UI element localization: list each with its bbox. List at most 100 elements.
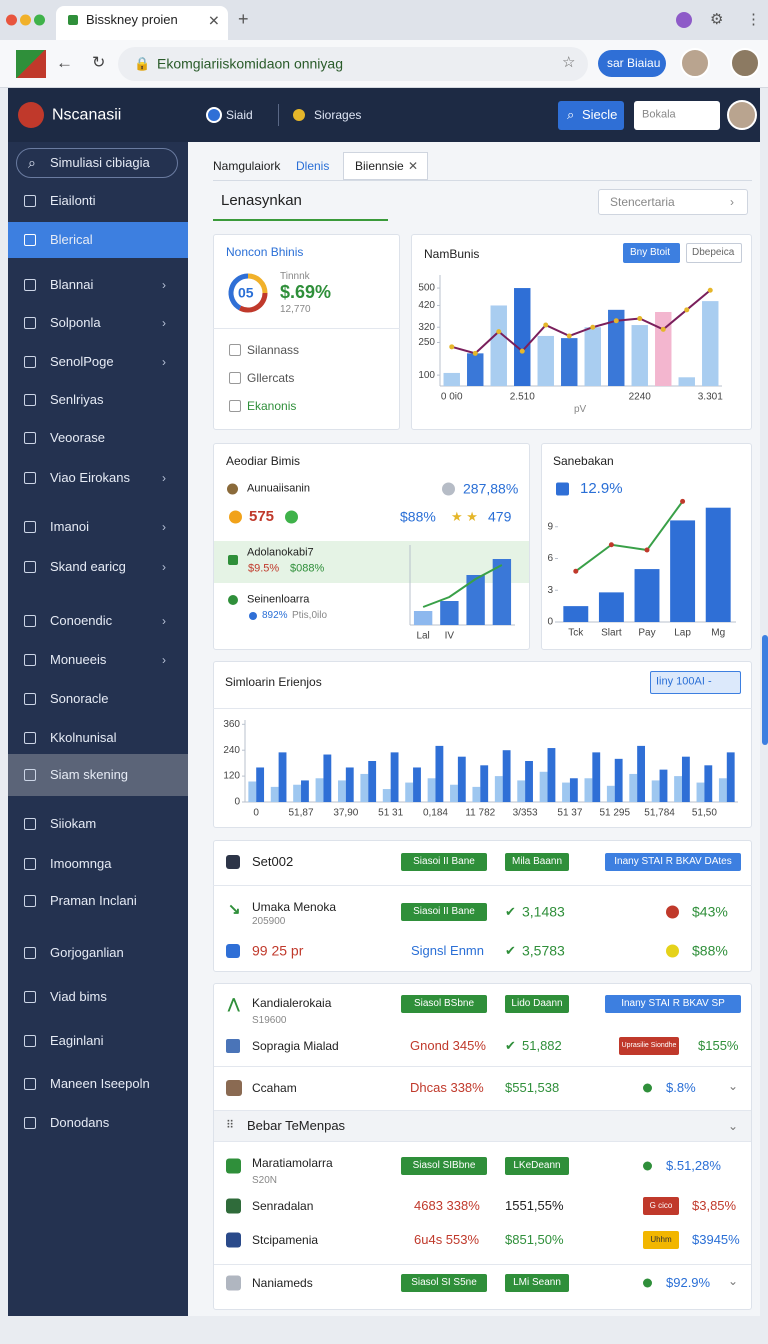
bar [323,754,332,802]
badge[interactable]: LMi Seann [505,1274,569,1292]
badge[interactable]: Lido Daann [505,995,569,1013]
menu-icon[interactable]: ⋮ [746,11,761,28]
badge[interactable]: Siasol SI S5ne [401,1274,487,1292]
browser-tab[interactable] [56,6,228,40]
avatar[interactable] [727,100,757,130]
chart-button[interactable]: Bny Btoit [630,247,671,258]
chevron[interactable]: ⌄ [728,1118,739,1133]
active-tab[interactable] [343,152,428,180]
row-pct: $155% [698,1038,739,1054]
sidebar-item[interactable]: Veoorase [50,430,105,446]
header-menu[interactable]: Siorages [314,107,362,122]
badge[interactable]: Siasol SIBbne [401,1157,487,1175]
scroll-handle[interactable] [762,635,768,745]
sidebar-search-text[interactable]: Simuliasi cibiagia [50,155,150,171]
sidebar-item[interactable]: Viao Eirokans [50,470,130,486]
tab[interactable]: Namgulaiork [213,158,281,173]
window-dot[interactable] [20,14,31,26]
chart-button-bg[interactable] [623,243,680,263]
back-button[interactable]: ← [56,52,73,72]
bar [655,312,672,386]
sidebar-item[interactable]: Eaginlani [50,1033,104,1049]
tab-close[interactable]: ✕ [208,12,220,29]
new-tab[interactable]: + [238,9,249,30]
badge[interactable]: LKeDeann [505,1157,569,1175]
row-value: 4683 338% [414,1198,480,1214]
card-title: Aeodiar Bimis [226,453,301,468]
tab[interactable]: Biiennsie [355,158,404,173]
list-item[interactable]: Gllercats [247,370,295,385]
tab[interactable]: Dlenis [296,158,330,173]
badge[interactable]: G cico [643,1197,679,1215]
chevron[interactable]: ⌄ [728,1273,739,1288]
avatar[interactable] [680,48,710,78]
chart-control[interactable] [650,671,741,694]
row-value: $088% [290,562,325,575]
sidebar-item[interactable]: Solponla [50,315,101,331]
search-button-bg[interactable] [558,101,624,130]
chevron: › [162,354,166,369]
group-header[interactable] [214,1110,751,1142]
filter-select[interactable] [598,189,748,215]
sidebar-item[interactable]: Blerical [50,232,93,248]
badge[interactable]: Siasoi II Bane [401,853,487,871]
avatar[interactable] [730,48,760,78]
sidebar-item[interactable]: Sonoracle [50,691,109,707]
chart-control[interactable]: Iiny 100AI - [656,675,712,688]
search-input[interactable] [634,101,720,130]
extension-icon[interactable] [676,12,692,28]
chart-button[interactable]: Dbepeica [692,247,735,258]
window-dot[interactable] [6,14,17,26]
window-dot[interactable] [34,14,45,26]
badge[interactable]: Inany STAI R BKAV SP [605,995,741,1013]
url-field[interactable] [118,47,588,81]
sidebar-item[interactable]: Viad bims [50,989,107,1005]
sidebar-item[interactable]: Conoendic [50,613,113,629]
sidebar-item[interactable]: Siiokam [50,816,97,832]
header-menu[interactable]: Siaid [226,107,253,122]
row-value: Dhcas 338% [410,1080,484,1096]
badge[interactable]: Inany STAI R BKAV DAtes [605,853,741,871]
sidebar-item[interactable]: Imanoi [50,519,90,535]
sidebar-item[interactable]: Blannai [50,277,94,293]
tab-close[interactable]: ✕ [408,158,419,173]
sidebar-item[interactable]: Kkolnunisal [50,730,117,746]
list-item[interactable]: Silannass [247,342,300,357]
bookmark-star[interactable]: ☆ [562,54,576,71]
badge[interactable]: Mila Baann [505,853,569,871]
row-value: 3,1483 [522,903,565,920]
sidebar-item[interactable]: Monueeis [50,652,107,668]
reload-button[interactable]: ↻ [92,54,106,72]
menu-icon [206,107,222,123]
chevron[interactable]: ⌄ [728,1078,739,1093]
sidebar-item[interactable]: Donodans [50,1115,110,1131]
sidebar-item[interactable]: Imoomnga [50,856,112,872]
account-button-bg[interactable] [598,50,666,77]
sidebar-item[interactable]: Maneen Iseepoln [50,1076,150,1092]
search-button[interactable]: Siecle [582,107,618,123]
sidebar-search[interactable] [16,148,178,178]
badge[interactable]: Uhhm [643,1231,679,1249]
sidebar-item[interactable]: Eiailonti [50,193,96,209]
tab-title[interactable]: Bisskney proien [86,12,178,28]
chart-button-bg[interactable] [686,243,742,263]
account-button[interactable]: sar Biaiau [607,55,661,70]
list-item[interactable]: Ekanonis [247,398,297,413]
badge[interactable]: Uprasilie Siondhe [619,1037,679,1055]
badge[interactable]: Siasol BSbne [401,995,487,1013]
line [422,564,503,608]
sidebar-item[interactable]: Skand earicg [50,559,126,575]
sidebar-item[interactable]: Gorjoganlian [50,945,124,961]
filter-select[interactable]: Stencertaria [610,194,675,209]
row-icon [226,944,240,958]
sidebar-item[interactable]: Siam skening [50,767,129,783]
bar [248,781,257,802]
sidebar-item[interactable]: Senlriyas [50,392,104,408]
bar [514,288,531,386]
sidebar-item[interactable]: SenolPoge [50,354,114,370]
badge[interactable]: Siasoi II Bane [401,903,487,921]
sidebar-icon [24,615,36,627]
settings-icon[interactable]: ⚙ [710,11,724,28]
sidebar-item[interactable]: Praman Inclani [50,893,137,909]
search-placeholder[interactable]: Bokala [642,108,676,121]
